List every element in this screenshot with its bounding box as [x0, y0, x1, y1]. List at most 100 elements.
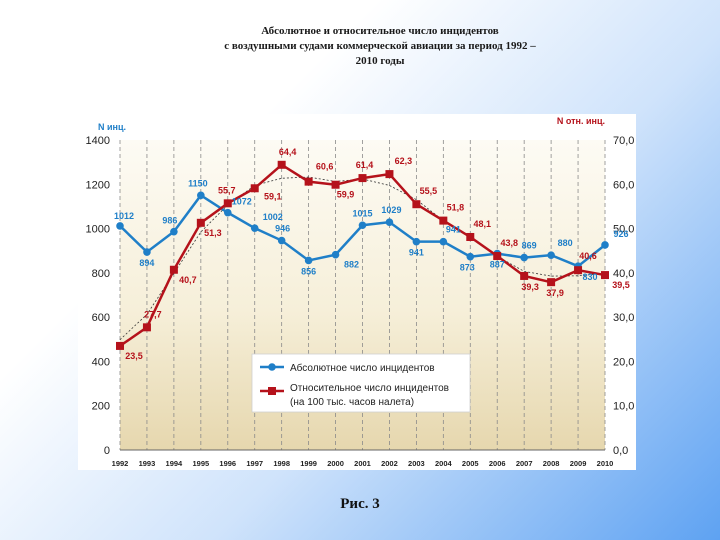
y-right-tick-label: 20,0 [613, 356, 634, 368]
x-tick-label: 2006 [489, 459, 506, 468]
data-label-absolute: 1150 [188, 178, 208, 188]
point-relative [493, 252, 502, 261]
data-label-relative: 48,1 [474, 219, 492, 229]
data-label-absolute: 869 [522, 241, 537, 251]
data-label-absolute: 1072 [232, 197, 252, 207]
data-label-absolute: 882 [344, 260, 359, 270]
y-left-axis-title: N инц. [98, 122, 126, 132]
data-label-relative: 40,7 [179, 275, 197, 285]
y-left-tick-label: 400 [92, 356, 110, 368]
point-relative [412, 200, 421, 209]
y-right-tick-label: 10,0 [613, 401, 634, 413]
point-relative [520, 271, 529, 280]
point-absolute [197, 191, 205, 200]
y-right-tick-label: 60,0 [613, 179, 634, 191]
point-relative [439, 216, 448, 225]
x-tick-label: 1997 [246, 459, 263, 468]
x-tick-label: 1994 [166, 459, 184, 468]
point-relative [304, 177, 313, 186]
data-label-absolute: 830 [583, 272, 598, 282]
data-label-relative: 64,4 [279, 147, 297, 157]
x-tick-label: 2005 [462, 459, 479, 468]
y-right-tick-label: 0,0 [613, 445, 628, 457]
point-relative [250, 184, 259, 193]
point-absolute [385, 218, 394, 226]
x-tick-label: 2008 [543, 459, 560, 468]
data-label-relative: 59,1 [264, 191, 282, 201]
data-label-relative: 60,6 [316, 162, 334, 172]
title-line-2: с воздушными судами коммерческой авиации… [224, 40, 536, 52]
point-absolute [277, 236, 286, 245]
x-tick-label: 2003 [408, 459, 425, 468]
data-label-relative: 39,5 [612, 280, 630, 290]
x-tick-label: 2002 [381, 459, 398, 468]
incident-line-chart: 0 200 400 600 800 1000 1200 1400 0,0 10,0 20,0 30,0… [86, 116, 635, 468]
x-tick-label: 2009 [570, 459, 587, 468]
point-relative [547, 278, 556, 287]
point-absolute [412, 237, 421, 246]
data-label-relative: 27,7 [144, 309, 162, 319]
chart-container: 0 200 400 600 800 1000 1200 1400 0,0 10,0 20,0 30,0… [78, 114, 636, 470]
x-tick-label: 2010 [597, 459, 614, 468]
data-label-relative: 55,7 [218, 185, 236, 195]
data-label-absolute: 856 [301, 266, 316, 276]
x-tick-label: 1998 [273, 459, 290, 468]
legend-label-absolute: Абсолютное число инцидентов [290, 362, 435, 374]
x-tick-label: 1993 [139, 459, 156, 468]
y-left-tick-label: 1200 [86, 179, 110, 191]
legend-marker-relative [268, 387, 276, 395]
x-tick-label: 1996 [219, 459, 236, 468]
data-label-relative: 39,3 [521, 282, 539, 292]
point-absolute [143, 248, 151, 256]
data-label-relative: 43,8 [500, 238, 518, 248]
data-label-absolute: 941 [446, 225, 461, 235]
data-label-relative: 23,5 [125, 351, 143, 361]
point-absolute [116, 222, 124, 230]
data-label-relative: 51,8 [447, 203, 465, 213]
point-relative [277, 160, 286, 169]
legend-label-relative-line2: (на 100 тыс. часов налета) [290, 397, 414, 408]
title-line-3: 2010 годы [355, 55, 405, 67]
point-absolute [601, 241, 609, 249]
y-right-tick-label: 40,0 [613, 268, 634, 280]
point-relative [331, 180, 340, 189]
point-relative [385, 170, 394, 179]
point-absolute [547, 251, 555, 259]
point-relative [223, 199, 232, 208]
title-line-1: Абсолютное и относительное число инциден… [261, 25, 499, 37]
data-label-relative: 59,9 [337, 190, 355, 200]
x-tick-label: 2007 [516, 459, 533, 468]
y-left-tick-label: 200 [92, 401, 110, 413]
point-relative [169, 265, 178, 274]
data-label-absolute: 1002 [263, 212, 283, 222]
data-label-absolute: 986 [162, 216, 177, 226]
data-label-absolute: 894 [139, 258, 154, 268]
point-relative [142, 323, 151, 332]
data-label-absolute: 941 [409, 248, 424, 258]
data-label-absolute: 1029 [381, 205, 401, 215]
legend-marker-absolute [268, 363, 276, 371]
x-tick-label: 1995 [192, 459, 209, 468]
point-relative [196, 218, 205, 227]
point-relative [116, 341, 124, 350]
point-absolute [304, 256, 313, 265]
point-absolute [170, 227, 178, 236]
point-absolute [520, 253, 528, 262]
y-left-tick-label: 1000 [86, 224, 110, 236]
y-right-tick-label: 30,0 [613, 312, 634, 324]
figure-caption: Рис. 3 [340, 496, 380, 512]
data-label-absolute: 873 [460, 263, 475, 273]
point-relative [574, 266, 583, 275]
data-label-absolute: 946 [275, 224, 290, 234]
point-relative [358, 174, 367, 183]
legend-label-relative: Относительное число инцидентов [290, 383, 449, 394]
x-tick-label: 1992 [112, 459, 129, 468]
data-label-relative: 62,3 [395, 156, 413, 166]
data-label-relative: 61,4 [356, 160, 374, 170]
x-tick-label: 2001 [354, 459, 371, 468]
data-label-absolute: 926 [613, 229, 628, 239]
x-tick-label: 2004 [435, 459, 453, 468]
y-right-tick-label: 70,0 [613, 135, 634, 147]
point-absolute [358, 221, 367, 230]
y-left-tick-label: 1400 [86, 135, 110, 147]
